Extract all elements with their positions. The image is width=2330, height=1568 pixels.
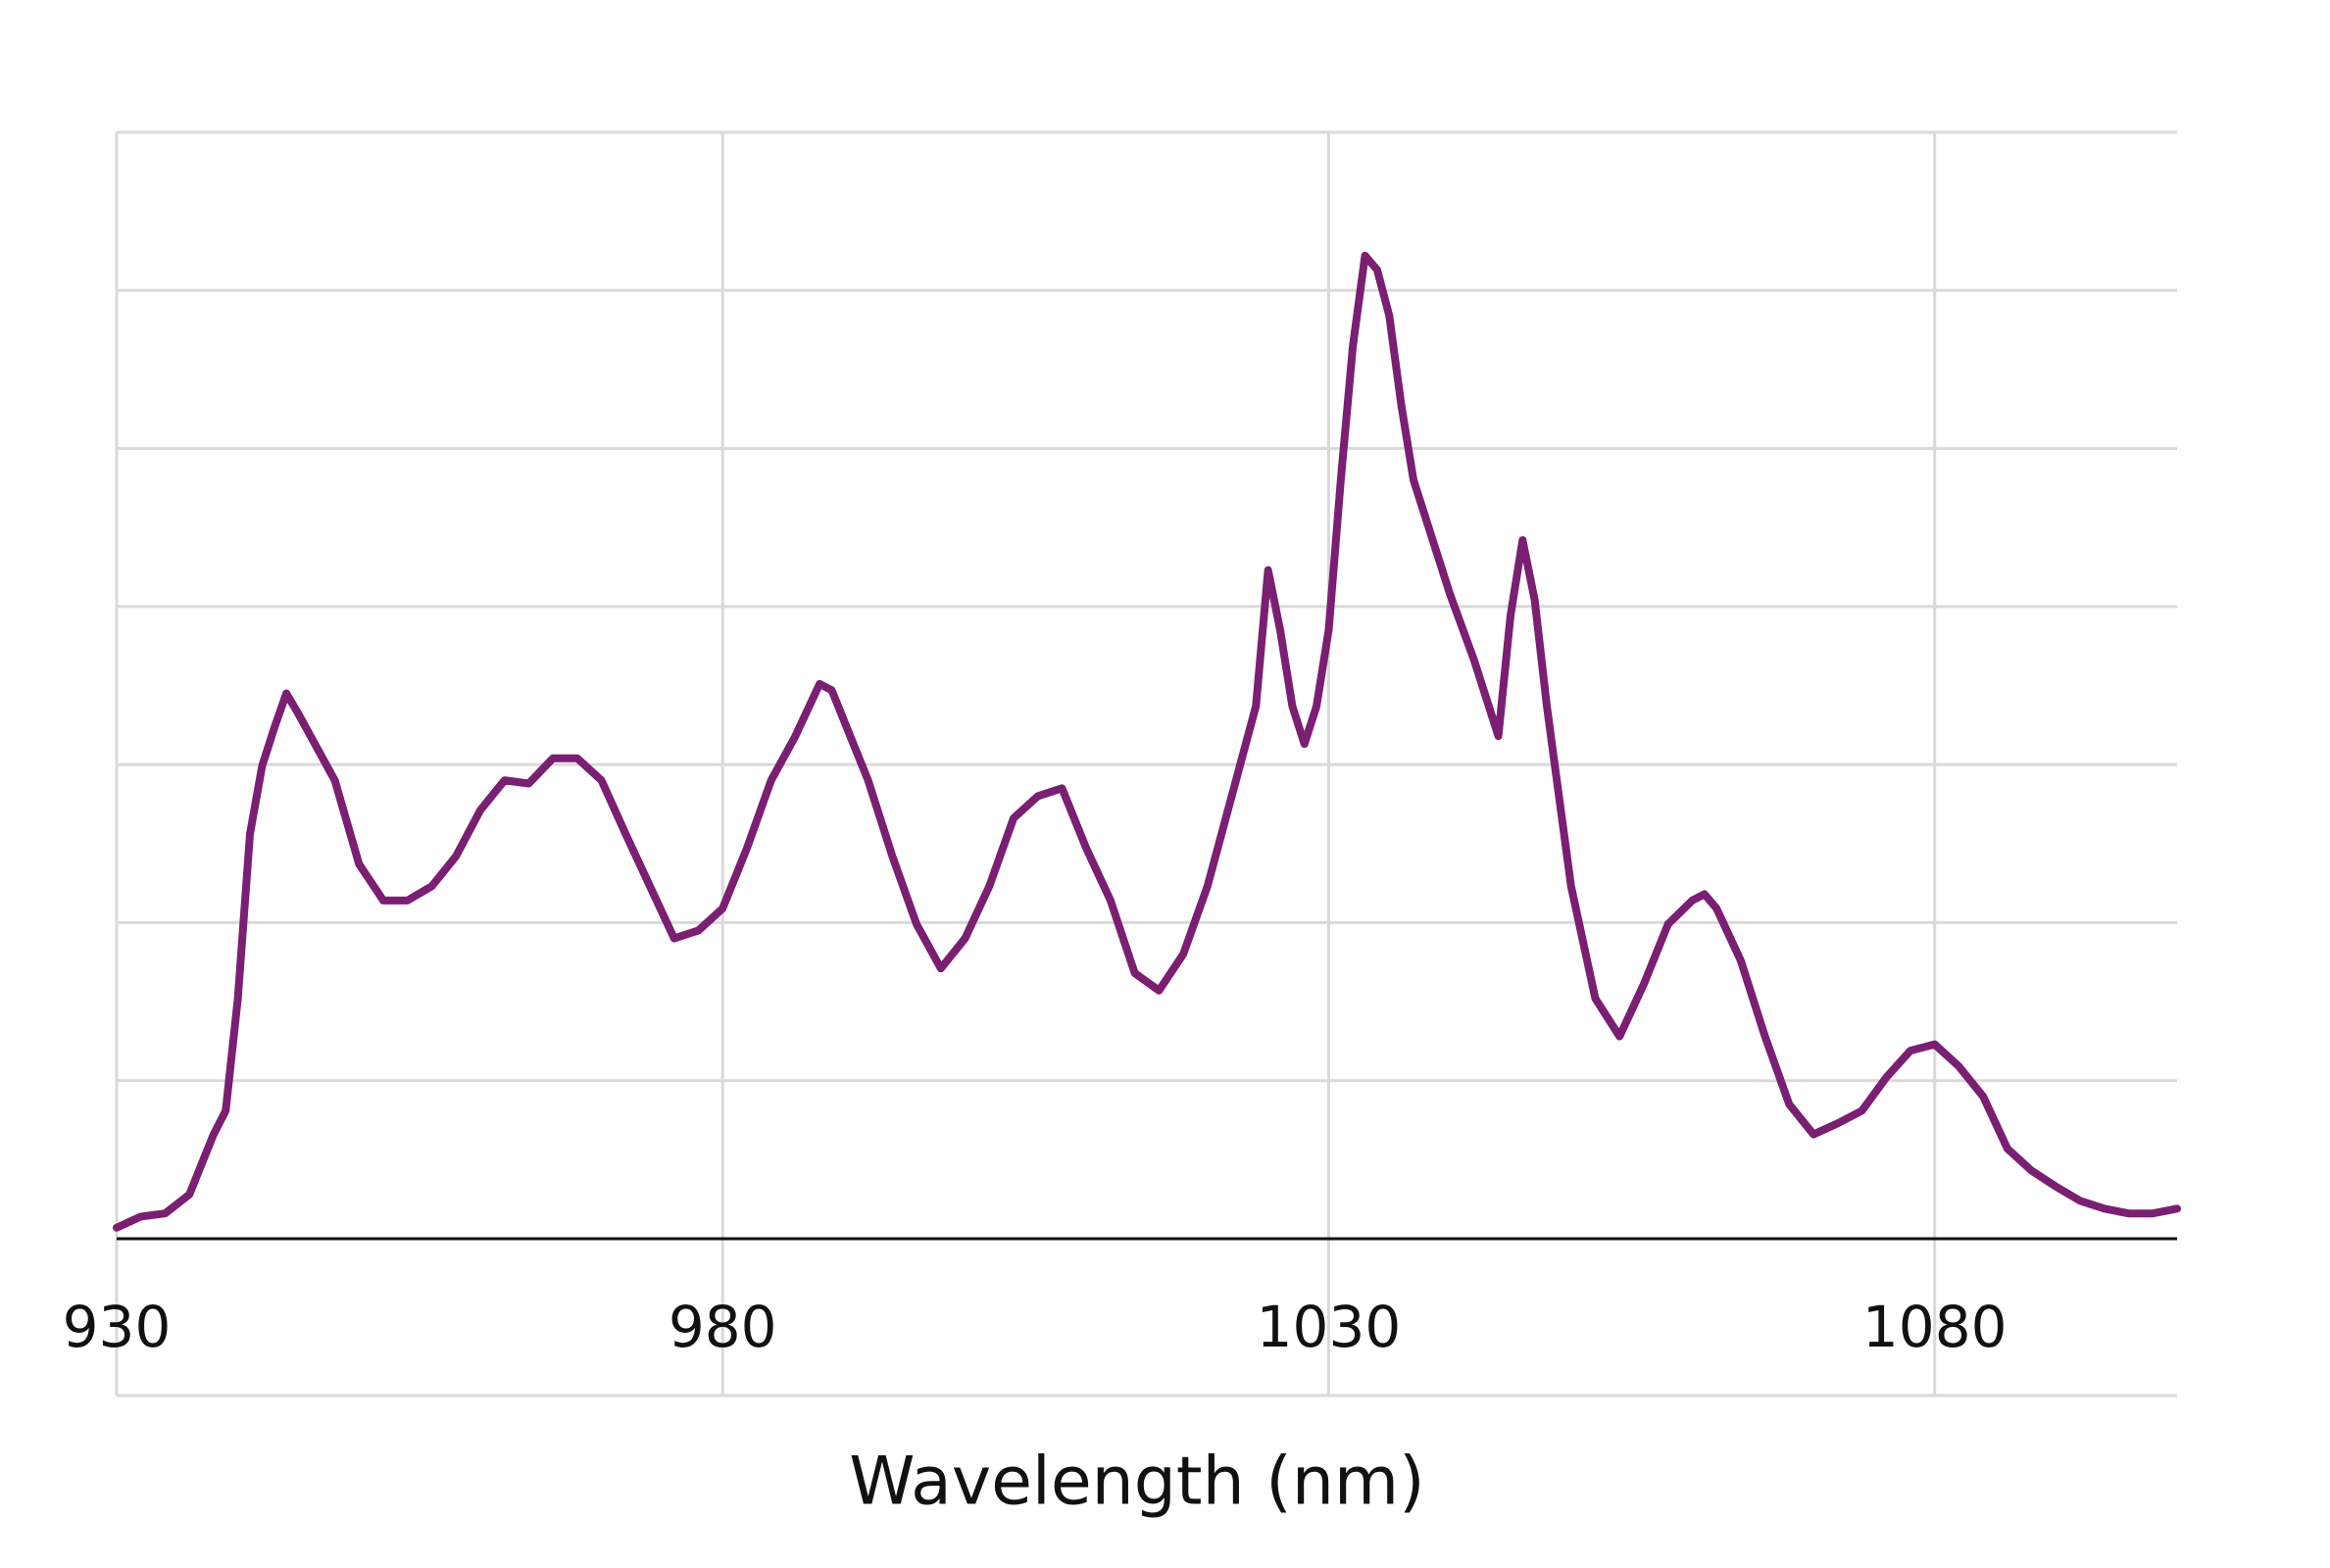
x-tick-label: 980 [669,1294,777,1360]
x-axis-title: Wavelength (nm) [849,1444,1424,1521]
spectrum-line [113,251,2181,1232]
x-tick-label: 1080 [1862,1294,2008,1360]
x-tick-label: 1030 [1257,1294,1402,1360]
x-tick-label: 930 [63,1294,172,1360]
